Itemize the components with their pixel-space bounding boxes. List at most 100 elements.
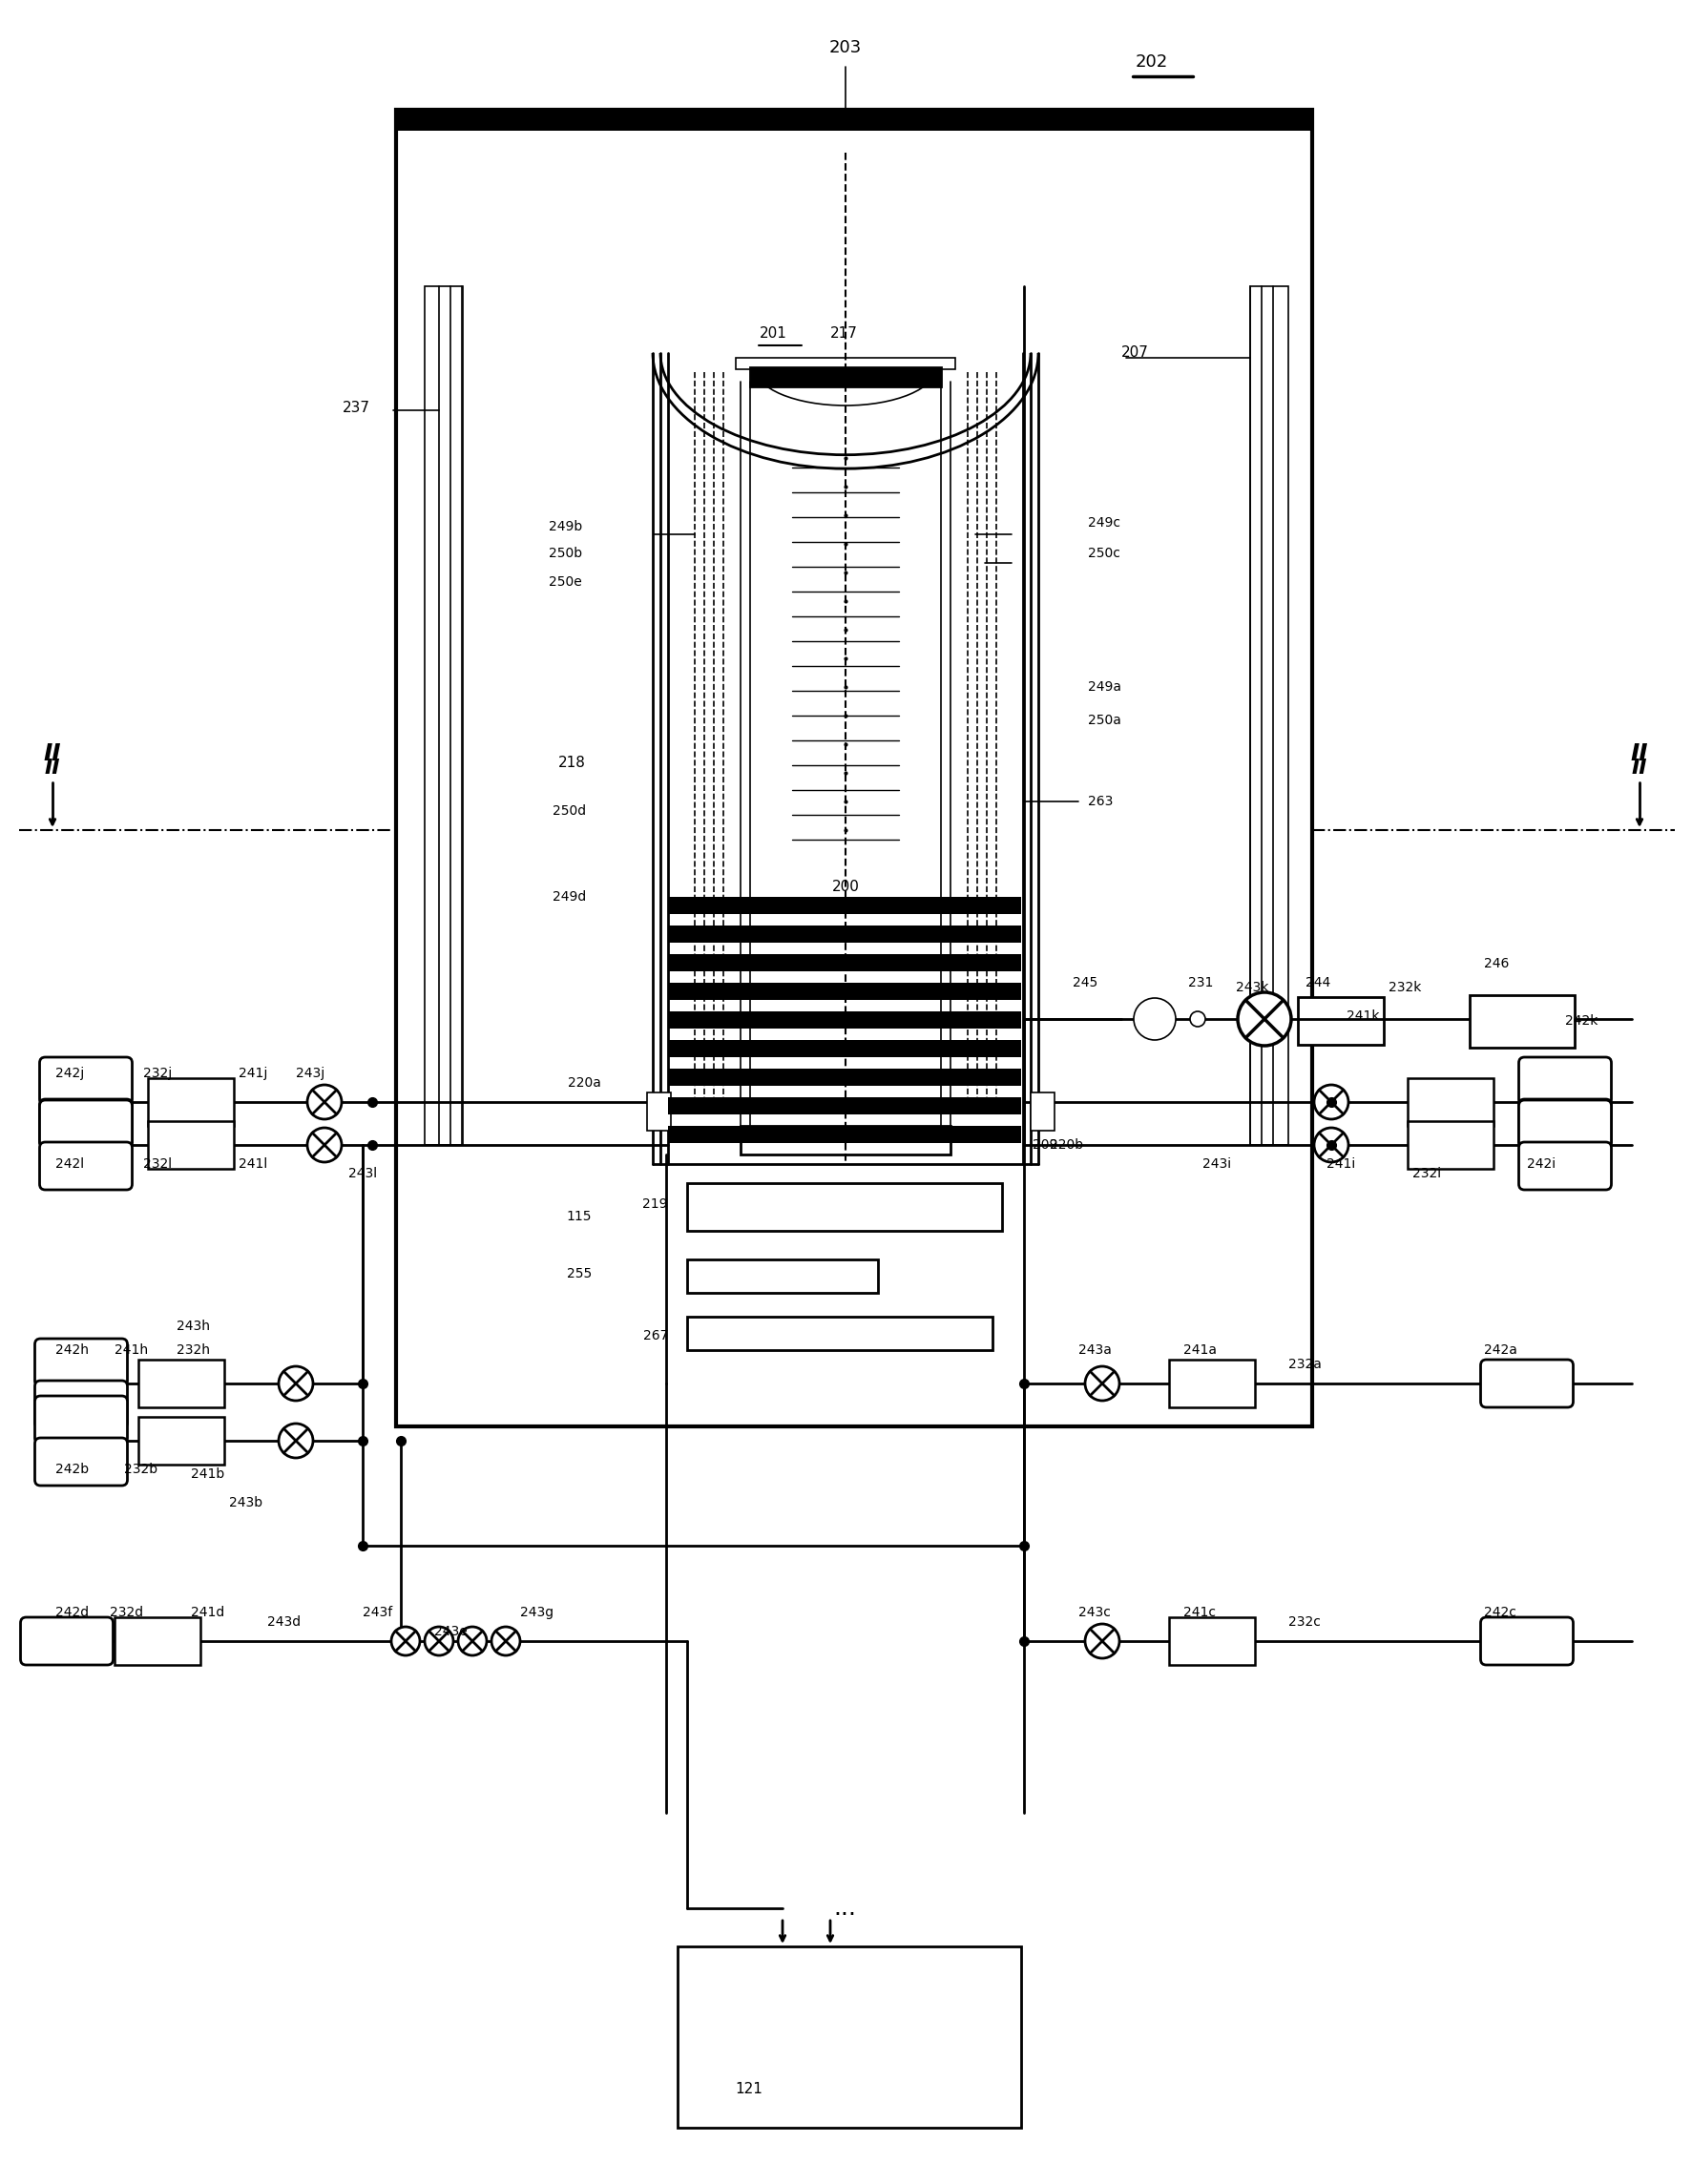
Text: 243d: 243d — [267, 1616, 301, 1629]
Text: II: II — [44, 743, 61, 764]
Bar — [668, 1127, 1020, 1142]
Text: 249a: 249a — [1088, 679, 1122, 695]
Text: 249b: 249b — [548, 520, 582, 533]
Text: 121: 121 — [734, 2081, 763, 2097]
FancyBboxPatch shape — [36, 1380, 127, 1428]
Bar — [741, 1127, 951, 1140]
Bar — [736, 358, 956, 369]
Text: 242j: 242j — [56, 1066, 85, 1081]
Bar — [1169, 1361, 1255, 1406]
Circle shape — [1315, 1085, 1349, 1118]
Text: 207: 207 — [1122, 345, 1149, 360]
Text: 242i: 242i — [1526, 1158, 1555, 1171]
Text: 249c: 249c — [1088, 515, 1120, 529]
Bar — [668, 1040, 1020, 1057]
Bar — [668, 898, 1020, 915]
Text: 231: 231 — [1188, 976, 1213, 989]
Text: 250e: 250e — [548, 574, 582, 590]
Bar — [139, 1361, 225, 1406]
Bar — [1408, 1079, 1494, 1127]
Bar — [741, 1140, 951, 1155]
Text: 241j: 241j — [239, 1066, 267, 1081]
Text: 242l: 242l — [56, 1158, 85, 1171]
Text: 263: 263 — [1088, 795, 1113, 808]
Text: 220b: 220b — [1049, 1138, 1083, 1151]
Bar — [139, 1417, 225, 1465]
Bar — [1470, 996, 1575, 1048]
Text: 232i: 232i — [1413, 1166, 1442, 1179]
Bar — [425, 286, 464, 1144]
Text: 243k: 243k — [1235, 981, 1269, 994]
Text: 243c: 243c — [1078, 1605, 1110, 1618]
Text: 243a: 243a — [1078, 1343, 1112, 1356]
Text: 242h: 242h — [56, 1343, 88, 1356]
Bar — [1408, 1120, 1494, 1168]
Circle shape — [425, 1627, 453, 1655]
Text: 203: 203 — [829, 39, 861, 57]
Text: II: II — [44, 758, 61, 778]
Text: 250a: 250a — [1088, 714, 1122, 727]
Text: 250b: 250b — [548, 546, 582, 559]
Bar — [668, 1068, 1020, 1085]
Text: 242c: 242c — [1484, 1605, 1516, 1618]
Circle shape — [1085, 1367, 1120, 1400]
Text: 243b: 243b — [228, 1496, 262, 1509]
Circle shape — [308, 1127, 342, 1162]
Text: 241k: 241k — [1347, 1009, 1379, 1022]
Text: 232a: 232a — [1288, 1358, 1321, 1372]
FancyBboxPatch shape — [39, 1142, 132, 1190]
Text: II: II — [1631, 743, 1648, 764]
Text: 209: 209 — [1032, 1138, 1058, 1151]
Circle shape — [1239, 992, 1291, 1046]
Circle shape — [279, 1424, 313, 1459]
Bar — [677, 1946, 1020, 2127]
Text: 245: 245 — [1073, 976, 1098, 989]
Text: 249d: 249d — [552, 891, 585, 904]
Text: 219: 219 — [643, 1197, 668, 1210]
Text: 220a: 220a — [569, 1077, 601, 1090]
Text: 243e: 243e — [435, 1625, 467, 1638]
Bar — [147, 1120, 233, 1168]
Text: 243i: 243i — [1203, 1158, 1232, 1171]
Text: 241d: 241d — [191, 1605, 225, 1618]
FancyBboxPatch shape — [39, 1057, 132, 1105]
Circle shape — [1085, 1625, 1120, 1658]
Text: 250d: 250d — [552, 804, 585, 817]
Text: 217: 217 — [831, 328, 858, 341]
Bar — [687, 1184, 1002, 1232]
Text: 232b: 232b — [124, 1463, 157, 1476]
Bar — [1298, 998, 1384, 1044]
Bar — [668, 1096, 1020, 1114]
FancyBboxPatch shape — [39, 1101, 132, 1149]
Circle shape — [1189, 1011, 1205, 1026]
Circle shape — [1134, 998, 1176, 1040]
Bar — [1169, 1616, 1255, 1664]
Text: 267: 267 — [643, 1330, 668, 1343]
Circle shape — [391, 1627, 420, 1655]
Text: 242k: 242k — [1565, 1013, 1597, 1029]
Text: 250c: 250c — [1088, 546, 1120, 559]
FancyBboxPatch shape — [1480, 1361, 1574, 1406]
Circle shape — [491, 1627, 519, 1655]
Circle shape — [308, 1085, 342, 1118]
FancyBboxPatch shape — [1519, 1101, 1611, 1149]
FancyBboxPatch shape — [39, 1099, 132, 1147]
Text: 232c: 232c — [1288, 1616, 1321, 1629]
Text: 232j: 232j — [144, 1066, 173, 1081]
Bar — [646, 1092, 672, 1131]
Bar — [750, 367, 941, 387]
Text: 237: 237 — [342, 402, 371, 415]
Text: 232l: 232l — [144, 1158, 173, 1171]
Text: 241h: 241h — [115, 1343, 147, 1356]
Text: 232d: 232d — [110, 1605, 144, 1618]
Bar — [115, 1616, 200, 1664]
Bar — [147, 1079, 233, 1127]
Text: 232h: 232h — [176, 1343, 210, 1356]
Text: 201: 201 — [760, 328, 787, 341]
Text: 243g: 243g — [519, 1605, 553, 1618]
Text: 241c: 241c — [1183, 1605, 1217, 1618]
Bar — [687, 1260, 878, 1293]
Bar — [1030, 1092, 1054, 1131]
Text: 115: 115 — [567, 1210, 592, 1223]
Text: 200: 200 — [832, 880, 860, 895]
